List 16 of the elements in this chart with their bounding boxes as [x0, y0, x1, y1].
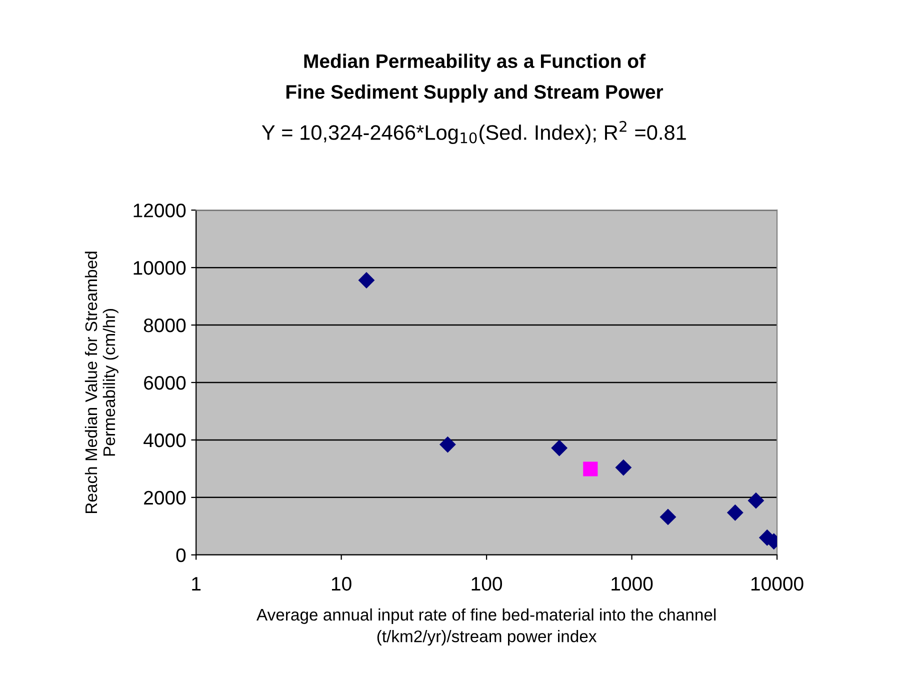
x-tick-label: 10 — [332, 576, 352, 591]
chart-title: Median Permeability as a Function of Fine Sediment Supply and Stream Power — [286, 54, 664, 103]
x-tick-label: 10000 — [751, 576, 804, 591]
y-tick-label: 2000 — [144, 490, 186, 505]
y-tick-label: 10000 — [134, 261, 186, 275]
y-tick-label: 8000 — [144, 318, 186, 332]
y-axis-title: Reach Median Value for Streambed Permeability (cm/hr) — [84, 252, 118, 513]
x-tick-label: 1000 — [612, 576, 653, 591]
x-tick-label: 1 — [192, 577, 201, 590]
y-tick-label: 12000 — [134, 204, 186, 218]
y-tick-label: 6000 — [144, 376, 186, 390]
x-tick-label: 100 — [472, 576, 502, 591]
y-tick-label: 4000 — [144, 433, 186, 448]
y-tick-label: 0 — [176, 548, 186, 562]
x-axis-title: Average annual input rate of fine bed-material into the channel (t/km2/yr)/stream power index — [256, 608, 716, 646]
chart-subtitle: Y = 10,324-2466*Log$_{10}$(Sed. Index); R$^{2}$ =0.81 — [262, 120, 686, 144]
